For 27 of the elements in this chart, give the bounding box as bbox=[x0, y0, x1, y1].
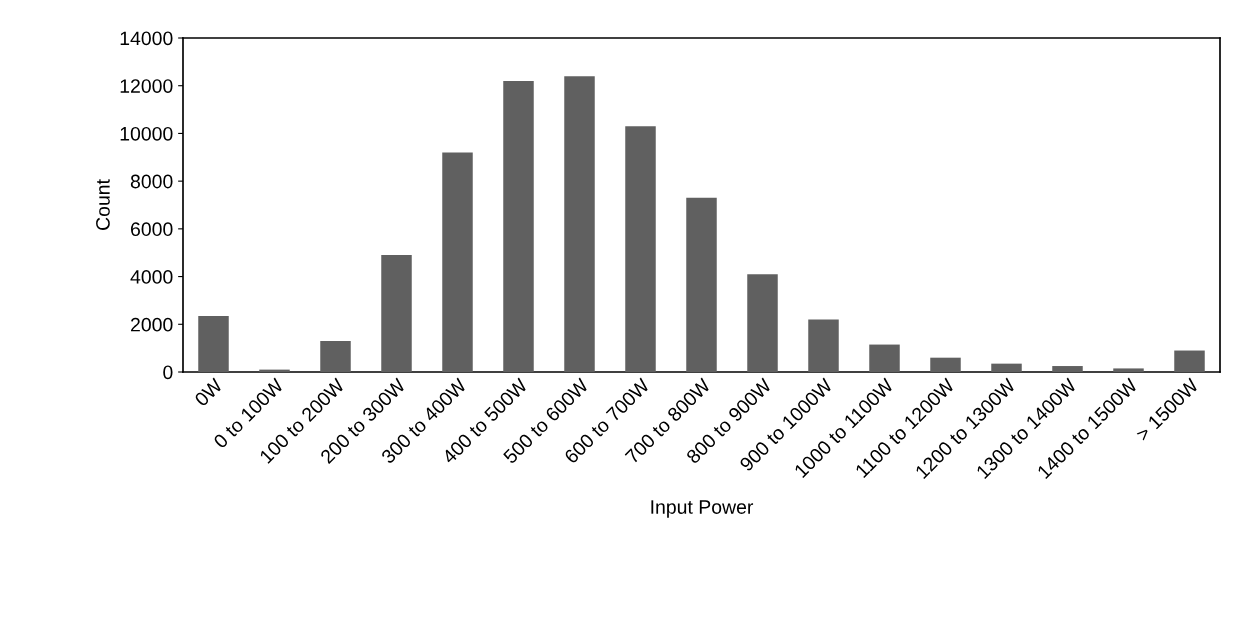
y-tick-label: 14000 bbox=[120, 31, 173, 46]
bar bbox=[198, 315, 229, 372]
y-tick-label: 4000 bbox=[130, 270, 173, 284]
bar bbox=[564, 76, 595, 372]
bar bbox=[1052, 366, 1083, 372]
bar bbox=[442, 152, 473, 372]
bar bbox=[930, 357, 961, 372]
y-tick-label: 8000 bbox=[130, 174, 173, 189]
bar bbox=[991, 363, 1022, 372]
x-tick-label: 0W bbox=[193, 377, 224, 408]
bar bbox=[1113, 368, 1144, 372]
y-tick-label: 0 bbox=[163, 365, 173, 380]
y-tick-label: 2000 bbox=[131, 317, 173, 332]
x-axis-title: Input Power bbox=[651, 500, 754, 518]
bar bbox=[747, 274, 778, 372]
y-axis-title: Count bbox=[96, 179, 110, 230]
bar bbox=[625, 126, 656, 372]
y-tick-label: 12000 bbox=[120, 79, 173, 93]
bar bbox=[381, 255, 412, 372]
bar bbox=[1174, 350, 1205, 372]
bar bbox=[503, 80, 534, 372]
bar bbox=[686, 197, 717, 372]
bar bbox=[869, 344, 900, 372]
bar bbox=[808, 319, 839, 372]
y-tick-label: 10000 bbox=[120, 126, 173, 141]
bar bbox=[320, 340, 351, 372]
y-tick-label: 6000 bbox=[131, 222, 173, 237]
